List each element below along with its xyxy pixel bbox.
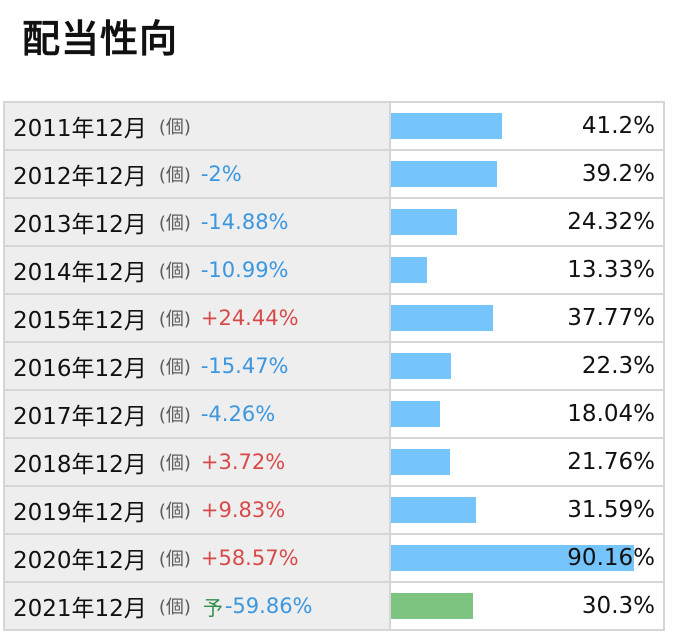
- unit-label: (個): [158, 213, 191, 234]
- value-bar: [391, 545, 634, 571]
- table-row: 2012年12月 (個) -2% 39.2%: [5, 151, 663, 199]
- value-label: 90.16%: [567, 545, 655, 571]
- value-bar: [391, 209, 457, 235]
- value-label: 22.3%: [581, 353, 655, 379]
- change-label: +3.72%: [200, 450, 286, 474]
- unit-label: (個): [158, 165, 191, 186]
- value-bar: [391, 353, 451, 379]
- bar-cell: 37.77%: [391, 295, 663, 341]
- table-row: 2016年12月 (個) -15.47% 22.3%: [5, 343, 663, 391]
- period-cell: 2012年12月 (個) -2%: [5, 151, 391, 197]
- bar-cell: 31.59%: [391, 487, 663, 533]
- forecast-bar: [391, 593, 473, 619]
- value-label: 24.32%: [567, 209, 655, 235]
- bar-cell: 90.16%: [391, 535, 663, 581]
- table-row: 2017年12月 (個) -4.26% 18.04%: [5, 391, 663, 439]
- period-cell: 2016年12月 (個) -15.47%: [5, 343, 391, 389]
- period-cell: 2019年12月 (個) +9.83%: [5, 487, 391, 533]
- page-title: 配当性向: [22, 17, 179, 61]
- change-label: +58.57%: [200, 546, 299, 570]
- period-label: 2021年12月: [13, 596, 147, 622]
- value-bar: [391, 113, 502, 139]
- period-label: 2012年12月: [13, 164, 147, 190]
- period-label: 2017年12月: [13, 404, 147, 430]
- change-label: -14.88%: [200, 210, 289, 234]
- table-row: 2020年12月 (個) +58.57% 90.16%: [5, 535, 663, 583]
- bar-cell: 13.33%: [391, 247, 663, 293]
- table-row: 2019年12月 (個) +9.83% 31.59%: [5, 487, 663, 535]
- value-label: 18.04%: [567, 401, 655, 427]
- unit-label: (個): [158, 261, 191, 282]
- value-bar: [391, 305, 493, 331]
- period-label: 2011年12月: [13, 116, 147, 142]
- table-row: 2015年12月 (個) +24.44% 37.77%: [5, 295, 663, 343]
- value-bar: [391, 449, 450, 475]
- change-label: -59.86%: [224, 594, 313, 618]
- table-row: 2013年12月 (個) -14.88% 24.32%: [5, 199, 663, 247]
- unit-label: (個): [158, 405, 191, 426]
- change-label: -15.47%: [200, 354, 289, 378]
- forecast-mark: 予: [202, 595, 223, 620]
- value-bar: [391, 161, 497, 187]
- bar-cell: 22.3%: [391, 343, 663, 389]
- unit-label: (個): [158, 549, 191, 570]
- table-row: 2011年12月 (個) 41.2%: [5, 103, 663, 151]
- bar-cell: 21.76%: [391, 439, 663, 485]
- period-label: 2016年12月: [13, 356, 147, 382]
- period-cell: 2017年12月 (個) -4.26%: [5, 391, 391, 437]
- unit-label: (個): [158, 453, 191, 474]
- value-label: 39.2%: [581, 161, 655, 187]
- unit-label: (個): [158, 357, 191, 378]
- change-label: +9.83%: [200, 498, 286, 522]
- unit-label: (個): [158, 117, 191, 138]
- period-label: 2019年12月: [13, 500, 147, 526]
- value-label: 30.3%: [581, 593, 655, 619]
- period-label: 2015年12月: [13, 308, 147, 334]
- period-cell: 2020年12月 (個) +58.57%: [5, 535, 391, 581]
- change-label: +24.44%: [200, 306, 299, 330]
- unit-label: (個): [158, 309, 191, 330]
- period-cell: 2021年12月 (個) 予 -59.86%: [5, 583, 391, 629]
- unit-label: (個): [158, 501, 191, 522]
- change-label: -2%: [200, 162, 242, 186]
- period-label: 2013年12月: [13, 212, 147, 238]
- bar-cell: 30.3%: [391, 583, 663, 629]
- value-label: 31.59%: [567, 497, 655, 523]
- period-label: 2020年12月: [13, 548, 147, 574]
- bar-cell: 24.32%: [391, 199, 663, 245]
- period-cell: 2018年12月 (個) +3.72%: [5, 439, 391, 485]
- value-bar: [391, 497, 476, 523]
- value-bar: [391, 401, 440, 427]
- value-label: 37.77%: [567, 305, 655, 331]
- period-cell: 2014年12月 (個) -10.99%: [5, 247, 391, 293]
- table-row: 2018年12月 (個) +3.72% 21.76%: [5, 439, 663, 487]
- bar-cell: 39.2%: [391, 151, 663, 197]
- unit-label: (個): [158, 597, 191, 618]
- value-label: 13.33%: [567, 257, 655, 283]
- value-bar: [391, 257, 427, 283]
- value-label: 41.2%: [581, 113, 655, 139]
- period-label: 2018年12月: [13, 452, 147, 478]
- change-label: -4.26%: [200, 402, 276, 426]
- table-row: 2014年12月 (個) -10.99% 13.33%: [5, 247, 663, 295]
- period-cell: 2015年12月 (個) +24.44%: [5, 295, 391, 341]
- value-label: 21.76%: [567, 449, 655, 475]
- bar-cell: 41.2%: [391, 103, 663, 149]
- payout-ratio-table: 2011年12月 (個) 41.2% 2012年12月 (個) -2% 39.2% 2013年…: [3, 101, 665, 631]
- table-row: 2021年12月 (個) 予 -59.86% 30.3%: [5, 583, 663, 629]
- period-label: 2014年12月: [13, 260, 147, 286]
- bar-cell: 18.04%: [391, 391, 663, 437]
- period-cell: 2013年12月 (個) -14.88%: [5, 199, 391, 245]
- change-label: -10.99%: [200, 258, 289, 282]
- period-cell: 2011年12月 (個): [5, 103, 391, 149]
